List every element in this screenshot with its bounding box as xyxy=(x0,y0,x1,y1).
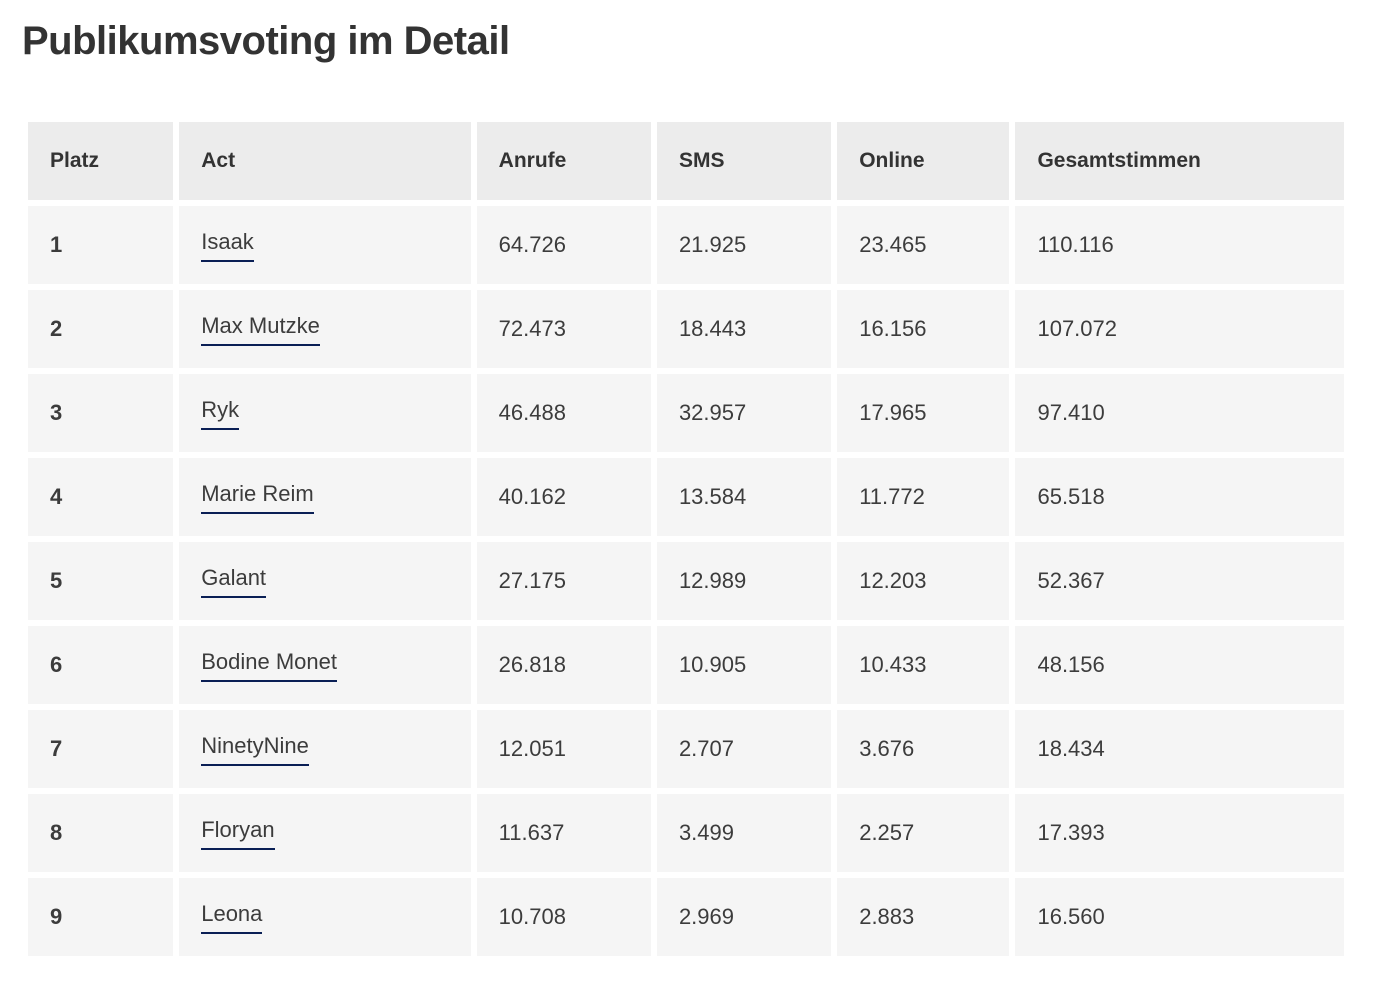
act-cell: NinetyNine xyxy=(179,710,471,788)
rank-cell: 7 xyxy=(28,710,174,788)
gesamt-cell: 110.116 xyxy=(1015,206,1344,284)
act-cell: Isaak xyxy=(179,206,471,284)
sms-cell: 18.443 xyxy=(656,290,832,368)
table-row: 4 Marie Reim 40.162 13.584 11.772 65.518 xyxy=(28,458,1344,536)
rank-cell: 6 xyxy=(28,626,174,704)
gesamt-cell: 16.560 xyxy=(1015,878,1344,956)
online-cell: 11.772 xyxy=(837,458,1010,536)
rank-cell: 8 xyxy=(28,794,174,872)
table-row: 6 Bodine Monet 26.818 10.905 10.433 48.1… xyxy=(28,626,1344,704)
gesamt-cell: 97.410 xyxy=(1015,374,1344,452)
sms-cell: 12.989 xyxy=(656,542,832,620)
sms-cell: 2.707 xyxy=(656,710,832,788)
online-cell: 2.257 xyxy=(837,794,1010,872)
table-row: 9 Leona 10.708 2.969 2.883 16.560 xyxy=(28,878,1344,956)
gesamt-cell: 48.156 xyxy=(1015,626,1344,704)
table-row: 8 Floryan 11.637 3.499 2.257 17.393 xyxy=(28,794,1344,872)
act-link[interactable]: Isaak xyxy=(201,229,254,262)
sms-cell: 10.905 xyxy=(656,626,832,704)
anrufe-cell: 26.818 xyxy=(476,626,651,704)
header-gesamtstimmen: Gesamtstimmen xyxy=(1015,122,1344,200)
online-cell: 3.676 xyxy=(837,710,1010,788)
online-cell: 23.465 xyxy=(837,206,1010,284)
anrufe-cell: 40.162 xyxy=(476,458,651,536)
gesamt-cell: 17.393 xyxy=(1015,794,1344,872)
rank-cell: 5 xyxy=(28,542,174,620)
table-row: 2 Max Mutzke 72.473 18.443 16.156 107.07… xyxy=(28,290,1344,368)
act-cell: Galant xyxy=(179,542,471,620)
gesamt-cell: 18.434 xyxy=(1015,710,1344,788)
sms-cell: 13.584 xyxy=(656,458,832,536)
rank-cell: 4 xyxy=(28,458,174,536)
online-cell: 10.433 xyxy=(837,626,1010,704)
sms-cell: 32.957 xyxy=(656,374,832,452)
sms-cell: 21.925 xyxy=(656,206,832,284)
page-title: Publikumsvoting im Detail xyxy=(22,19,510,63)
gesamt-cell: 65.518 xyxy=(1015,458,1344,536)
act-cell: Ryk xyxy=(179,374,471,452)
table-row: 1 Isaak 64.726 21.925 23.465 110.116 xyxy=(28,206,1344,284)
table-row: 3 Ryk 46.488 32.957 17.965 97.410 xyxy=(28,374,1344,452)
online-cell: 2.883 xyxy=(837,878,1010,956)
act-link[interactable]: Floryan xyxy=(201,817,275,850)
act-cell: Bodine Monet xyxy=(179,626,471,704)
act-link[interactable]: NinetyNine xyxy=(201,733,309,766)
anrufe-cell: 12.051 xyxy=(476,710,651,788)
act-cell: Floryan xyxy=(179,794,471,872)
act-link[interactable]: Leona xyxy=(201,901,263,934)
anrufe-cell: 11.637 xyxy=(476,794,651,872)
header-sms: SMS xyxy=(656,122,832,200)
act-link[interactable]: Bodine Monet xyxy=(201,649,337,682)
table-row: 5 Galant 27.175 12.989 12.203 52.367 xyxy=(28,542,1344,620)
online-cell: 16.156 xyxy=(837,290,1010,368)
header-platz: Platz xyxy=(28,122,174,200)
anrufe-cell: 72.473 xyxy=(476,290,651,368)
rank-cell: 3 xyxy=(28,374,174,452)
voting-table: Platz Act Anrufe SMS Online Gesamtstimme… xyxy=(22,116,1350,962)
rank-cell: 2 xyxy=(28,290,174,368)
rank-cell: 1 xyxy=(28,206,174,284)
sms-cell: 3.499 xyxy=(656,794,832,872)
online-cell: 17.965 xyxy=(837,374,1010,452)
rank-cell: 9 xyxy=(28,878,174,956)
table-header-row: Platz Act Anrufe SMS Online Gesamtstimme… xyxy=(28,122,1344,200)
sms-cell: 2.969 xyxy=(656,878,832,956)
anrufe-cell: 46.488 xyxy=(476,374,651,452)
act-link[interactable]: Ryk xyxy=(201,397,240,430)
anrufe-cell: 10.708 xyxy=(476,878,651,956)
act-cell: Max Mutzke xyxy=(179,290,471,368)
act-link[interactable]: Galant xyxy=(201,565,267,598)
online-cell: 12.203 xyxy=(837,542,1010,620)
gesamt-cell: 107.072 xyxy=(1015,290,1344,368)
act-link[interactable]: Max Mutzke xyxy=(201,313,320,346)
table-row: 7 NinetyNine 12.051 2.707 3.676 18.434 xyxy=(28,710,1344,788)
anrufe-cell: 64.726 xyxy=(476,206,651,284)
act-link[interactable]: Marie Reim xyxy=(201,481,314,514)
header-act: Act xyxy=(179,122,471,200)
header-anrufe: Anrufe xyxy=(476,122,651,200)
anrufe-cell: 27.175 xyxy=(476,542,651,620)
act-cell: Marie Reim xyxy=(179,458,471,536)
header-online: Online xyxy=(837,122,1010,200)
act-cell: Leona xyxy=(179,878,471,956)
gesamt-cell: 52.367 xyxy=(1015,542,1344,620)
